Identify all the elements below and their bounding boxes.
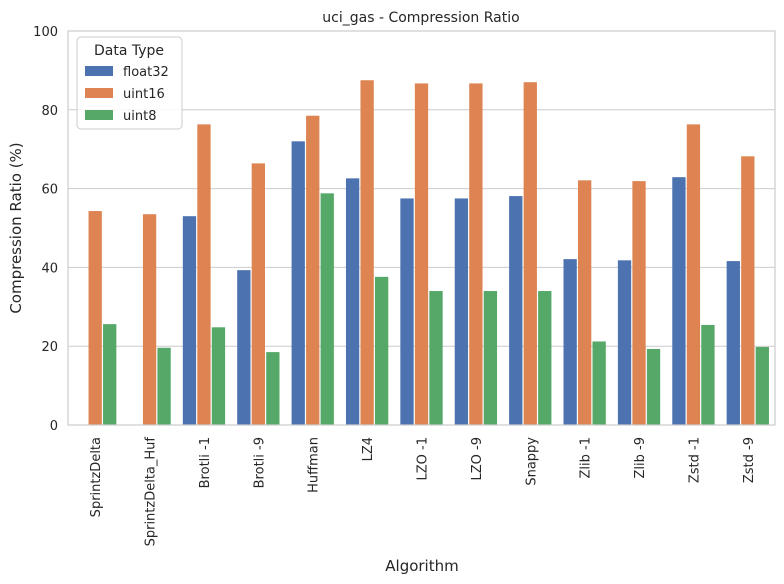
bar-float32 — [291, 141, 305, 425]
bar-float32 — [182, 216, 197, 425]
y-tick-label: 100 — [33, 25, 58, 40]
bar-uint16 — [469, 83, 483, 425]
y-axis-label: Compression Ratio (%) — [7, 142, 25, 313]
bar-uint8 — [701, 324, 715, 425]
y-tick-label: 60 — [41, 183, 58, 198]
bar-uint16 — [578, 180, 592, 425]
legend-swatch-uint8 — [85, 110, 113, 120]
x-tick-label: Zstd -9 — [742, 437, 757, 483]
bar-uint16 — [251, 163, 265, 425]
legend-label-uint8: uint8 — [123, 109, 156, 124]
bar-uint8 — [211, 327, 226, 425]
bar-float32 — [237, 270, 251, 425]
legend-label-uint16: uint16 — [123, 87, 165, 102]
x-tick-label: Zstd -1 — [687, 437, 702, 483]
legend-swatch-uint16 — [85, 88, 113, 98]
bars-layer — [88, 80, 769, 426]
x-tick-label: LZO -9 — [470, 437, 485, 480]
bar-float32 — [726, 261, 740, 425]
bar-uint8 — [374, 276, 389, 425]
legend-swatch-float32 — [85, 66, 113, 76]
bar-uint16 — [88, 211, 102, 425]
bar-float32 — [509, 196, 523, 425]
bar-float32 — [345, 178, 360, 425]
plot-frame — [67, 30, 776, 426]
bar-uint8 — [320, 193, 334, 425]
y-tick-labels: 0 20 40 60 80 100 — [33, 25, 58, 434]
bar-uint16 — [306, 115, 320, 426]
bar-uint16 — [360, 80, 374, 425]
bar-uint8 — [103, 324, 117, 425]
bar-uint8 — [538, 291, 552, 425]
bar-uint16 — [197, 124, 211, 426]
legend-label-float32: float32 — [123, 65, 169, 80]
bar-float32 — [454, 198, 469, 425]
bar-uint8 — [483, 291, 498, 425]
x-tick-label: Zlib -1 — [579, 437, 594, 478]
bar-float32 — [617, 260, 632, 425]
legend-box — [76, 36, 183, 130]
bar-uint8 — [266, 352, 280, 425]
y-tick-label: 20 — [41, 340, 58, 355]
x-tick-label: Zlib -9 — [633, 437, 648, 478]
y-tick-label: 0 — [50, 419, 58, 434]
bar-uint16 — [686, 124, 701, 426]
x-tick-label: Huffman — [307, 437, 322, 493]
x-tick-label: SprintzDelta_Huf — [144, 437, 159, 547]
legend: Data Type float32 uint16 uint8 — [76, 36, 183, 130]
bar-float32 — [672, 177, 686, 425]
bar-uint8 — [646, 348, 661, 425]
y-tick-label: 40 — [41, 261, 58, 276]
bar-uint16 — [523, 82, 537, 425]
legend-title: Data Type — [94, 43, 164, 59]
y-tick-label: 80 — [41, 104, 58, 119]
x-tick-labels: SprintzDelta SprintzDelta_Huf Brotli -1 Bro… — [89, 437, 757, 547]
bar-uint8 — [755, 346, 769, 425]
x-tick-label: Snappy — [524, 437, 539, 486]
chart-title: uci_gas - Compression Ratio — [322, 10, 519, 26]
x-tick-label: LZO -1 — [416, 437, 431, 480]
bar-uint8 — [429, 291, 443, 425]
x-tick-label: Brotli -1 — [198, 437, 213, 488]
bar-uint8 — [592, 341, 606, 425]
bar-uint16 — [632, 181, 646, 425]
bar-float32 — [563, 259, 577, 425]
bar-uint16 — [414, 83, 429, 425]
bar-uint16 — [741, 156, 755, 426]
bar-float32 — [400, 198, 414, 425]
x-tick-label: LZ4 — [361, 437, 376, 461]
x-axis-label: Algorithm — [385, 557, 458, 575]
bar-uint16 — [142, 214, 157, 425]
x-tick-label: SprintzDelta — [89, 437, 104, 517]
x-tick-label: Brotli -9 — [252, 437, 267, 488]
bar-uint8 — [157, 347, 171, 425]
